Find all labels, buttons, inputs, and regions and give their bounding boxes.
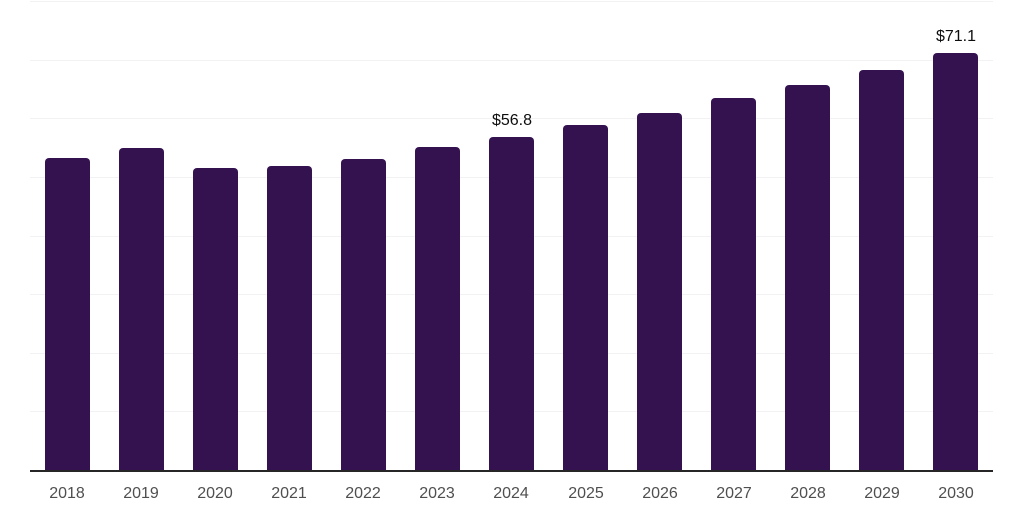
bar-2027[interactable] [711, 98, 756, 470]
gridline-80 [30, 1, 993, 2]
bar-2022[interactable] [341, 159, 386, 470]
value-label-2024: $56.8 [491, 112, 533, 129]
x-tick-label-2023: 2023 [419, 485, 455, 502]
gridline-60 [30, 118, 993, 119]
x-tick-label-2030: 2030 [938, 485, 974, 502]
x-tick-label-2021: 2021 [271, 485, 307, 502]
x-tick-label-2018: 2018 [49, 485, 85, 502]
bar-2029[interactable] [859, 70, 904, 470]
x-tick-label-2027: 2027 [716, 485, 752, 502]
x-tick-label-2022: 2022 [345, 485, 381, 502]
bar-2020[interactable] [193, 168, 238, 470]
bar-2023[interactable] [415, 147, 460, 470]
x-tick-label-2024: 2024 [493, 485, 529, 502]
x-tick-label-2019: 2019 [123, 485, 159, 502]
bar-2025[interactable] [563, 125, 608, 470]
bar-2019[interactable] [119, 148, 164, 470]
bar-2024[interactable] [489, 137, 534, 470]
x-tick-label-2029: 2029 [864, 485, 900, 502]
bar-2028[interactable] [785, 85, 830, 470]
bar-2018[interactable] [45, 158, 90, 470]
value-label-2030: $71.1 [935, 28, 977, 45]
x-tick-label-2020: 2020 [197, 485, 233, 502]
gridline-70 [30, 60, 993, 61]
x-tick-label-2026: 2026 [642, 485, 678, 502]
bar-2021[interactable] [267, 166, 312, 470]
bar-2026[interactable] [637, 113, 682, 470]
bar-2030[interactable] [933, 53, 978, 470]
x-tick-label-2025: 2025 [568, 485, 604, 502]
x-tick-label-2028: 2028 [790, 485, 826, 502]
x-axis-line [30, 470, 993, 472]
